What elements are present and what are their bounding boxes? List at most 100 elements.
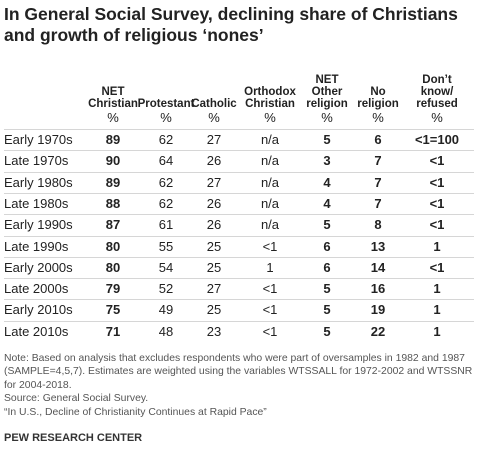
- table-cell: n/a: [260, 174, 280, 190]
- footer: PEW RESEARCH CENTER: [4, 432, 143, 444]
- table-cell: <1: [429, 174, 445, 190]
- table-cell: 7: [374, 195, 382, 211]
- table-cell: 1: [433, 323, 441, 339]
- table-cell: 26: [206, 153, 222, 169]
- table-cell: 4: [323, 195, 331, 211]
- table-cell: 27: [206, 132, 222, 147]
- table-cell: <1: [429, 195, 445, 211]
- row-label: Early 1990s: [4, 217, 73, 233]
- table-cell: 62: [158, 195, 174, 211]
- row-rule: [4, 278, 474, 280]
- table-cell: n/a: [260, 132, 280, 147]
- table-cell: 22: [370, 323, 386, 339]
- table-cell: 80: [105, 238, 121, 254]
- row-label: Early 1970s: [4, 132, 73, 147]
- table-cell: n/a: [260, 217, 280, 233]
- table-cell: 52: [158, 281, 174, 297]
- table-cell: <1: [429, 153, 445, 169]
- table-cell: 1: [433, 238, 441, 254]
- table-cell: n/a: [260, 195, 280, 211]
- table-cell: 79: [105, 281, 121, 297]
- row-label: Late 2010s: [4, 323, 69, 339]
- table-cell: 89: [105, 174, 121, 190]
- unit-label: %: [107, 110, 119, 125]
- note-line: Source: General Social Survey.: [4, 393, 149, 405]
- table-cell: 62: [158, 174, 174, 190]
- table-cell: 7: [374, 153, 382, 169]
- table-cell: 7: [374, 174, 382, 190]
- table-cell: 6: [374, 132, 382, 147]
- table-cell: <1=100: [414, 132, 460, 147]
- column-header: NET Christian: [88, 86, 138, 110]
- row-rule: [4, 129, 474, 130]
- table-cell: 5: [323, 132, 331, 147]
- table-cell: <1: [262, 302, 278, 318]
- table-cell: 62: [158, 132, 174, 147]
- table-cell: 4: [323, 174, 331, 190]
- row-label: Late 2000s: [4, 281, 69, 297]
- row-label: Late 1970s: [4, 153, 69, 169]
- note-line: “In U.S., Decline of Christianity Contin…: [4, 406, 267, 418]
- table-cell: <1: [262, 238, 278, 254]
- row-rule: [4, 171, 474, 173]
- note-line: Note: Based on analysis that excludes re…: [4, 353, 473, 391]
- table-cell: 5: [323, 323, 331, 339]
- unit-label: %: [264, 110, 276, 125]
- table-cell: 25: [206, 238, 222, 254]
- table-cell: 88: [105, 195, 121, 211]
- table-cell: 1: [433, 302, 441, 318]
- table-cell: 8: [374, 217, 382, 233]
- row-rule: [4, 235, 474, 237]
- table-cell: 1: [433, 281, 441, 297]
- unit-label: %: [372, 110, 384, 125]
- table-cell: 26: [206, 195, 222, 211]
- table-cell: 3: [323, 153, 331, 169]
- table-cell: 16: [370, 281, 386, 297]
- table-cell: 5: [323, 281, 331, 297]
- unit-label: %: [431, 110, 443, 125]
- row-rule: [4, 320, 474, 322]
- table-cell: 26: [206, 217, 222, 233]
- row-rule: [4, 150, 474, 152]
- row-rule: [4, 192, 474, 194]
- table-cell: 87: [105, 217, 121, 233]
- table-cell: 90: [105, 153, 121, 169]
- table-cell: <1: [429, 217, 445, 233]
- table-cell: 14: [370, 259, 386, 275]
- table-cell: 61: [158, 217, 174, 233]
- table-cell: 27: [206, 174, 222, 190]
- table-cell: <1: [262, 281, 278, 297]
- table-cell: 6: [323, 259, 331, 275]
- column-header: Don’t know/ refused: [416, 74, 458, 110]
- table-cell: 64: [158, 153, 174, 169]
- row-rule: [4, 214, 474, 216]
- table-cell: 6: [323, 238, 331, 254]
- row-label: Early 2000s: [4, 259, 73, 275]
- unit-label: %: [160, 110, 172, 125]
- row-label: Early 2010s: [4, 302, 73, 318]
- table-cell: 5: [323, 302, 331, 318]
- table-cell: 71: [105, 323, 121, 339]
- table-cell: 23: [206, 323, 222, 339]
- table-cell: 89: [105, 132, 121, 147]
- unit-label: %: [321, 110, 333, 125]
- column-header: Protestant: [137, 98, 195, 110]
- unit-label: %: [208, 110, 220, 125]
- table-cell: 49: [158, 302, 174, 318]
- notes: Note: Based on analysis that excludes re…: [4, 352, 476, 419]
- row-label: Early 1980s: [4, 174, 73, 190]
- table-cell: 48: [158, 323, 174, 339]
- table-cell: n/a: [260, 153, 280, 169]
- table-cell: <1: [429, 259, 445, 275]
- table-cell: 25: [206, 302, 222, 318]
- table-cell: 19: [370, 302, 386, 318]
- table-cell: <1: [262, 323, 278, 339]
- table-cell: 13: [370, 238, 386, 254]
- row-label: Late 1990s: [4, 238, 69, 254]
- table-cell: 80: [105, 259, 121, 275]
- table-cell: 25: [206, 259, 222, 275]
- table-cell: 55: [158, 238, 174, 254]
- title: In General Social Survey, declining shar…: [4, 4, 458, 45]
- table-cell: 75: [105, 302, 121, 318]
